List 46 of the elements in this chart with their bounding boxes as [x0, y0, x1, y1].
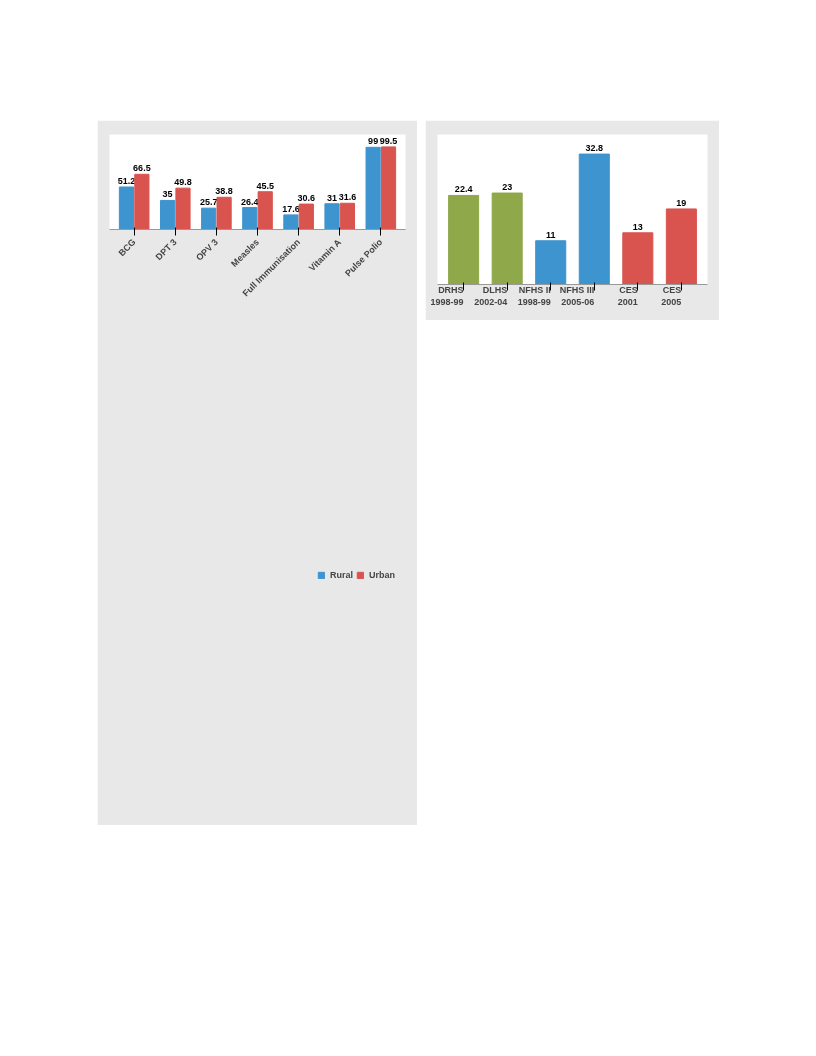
- x-tick-label: DLHS 2002-04: [474, 284, 508, 307]
- bar: [159, 199, 176, 230]
- data-label: 25.7: [199, 197, 218, 208]
- data-label: 99.5: [379, 135, 398, 146]
- bar: [134, 173, 150, 230]
- x-tick-label: CES 2001: [617, 284, 638, 307]
- data-label: 31.6: [338, 192, 357, 203]
- bar: [118, 186, 135, 230]
- data-label: 23: [502, 182, 513, 193]
- bar: [491, 192, 523, 285]
- data-label: 31: [327, 192, 338, 203]
- data-label: 30.6: [297, 193, 316, 204]
- data-label: 19: [676, 197, 687, 208]
- bar: [257, 191, 273, 230]
- bar: [339, 202, 356, 230]
- data-label: 11: [545, 229, 556, 240]
- bar: [665, 208, 697, 285]
- bar: [298, 203, 314, 230]
- data-label: 99: [368, 136, 379, 147]
- data-label: 32.8: [585, 143, 604, 154]
- bar: [283, 214, 299, 230]
- data-label: 66.5: [133, 163, 151, 174]
- data-label: 22.4: [454, 184, 473, 195]
- legend-label: Urban: [368, 570, 395, 580]
- bar: [242, 207, 258, 230]
- bar: [380, 146, 397, 230]
- data-label: 49.8: [174, 177, 192, 188]
- data-label: 38.8: [215, 186, 233, 197]
- bar: [216, 196, 232, 230]
- x-tick-label: NFHS II 1998-99: [517, 284, 551, 307]
- x-tick-label: NFHS III 2005-06: [559, 284, 595, 307]
- legend-label: Rural: [329, 570, 353, 580]
- bar: [622, 232, 654, 285]
- bar: [578, 153, 610, 285]
- x-tick-label: DRHS 1998-99: [430, 284, 464, 307]
- bar: [535, 240, 567, 285]
- data-label: 51.2: [117, 175, 136, 186]
- bar: [365, 146, 381, 230]
- data-label: 35: [162, 189, 173, 200]
- data-label: 45.5: [256, 180, 274, 191]
- data-label: 13: [632, 221, 643, 232]
- bar: [324, 203, 340, 230]
- bar: [448, 194, 480, 285]
- bar: [175, 187, 191, 230]
- bar: [201, 207, 217, 230]
- x-tick-label: CES 2005: [661, 284, 682, 307]
